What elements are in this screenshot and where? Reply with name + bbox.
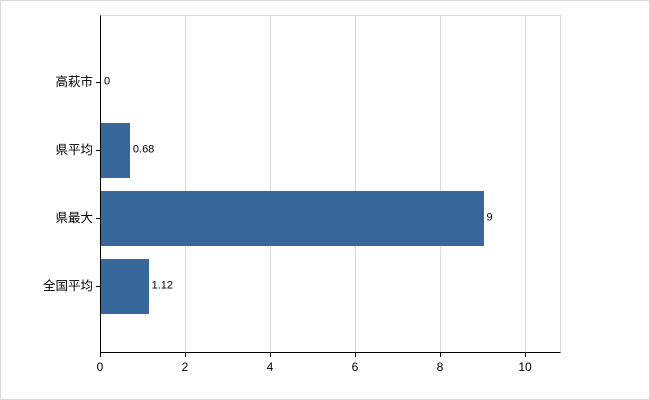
bar-value-label: 0.68 (132, 143, 155, 156)
y-axis-tick (96, 82, 100, 83)
category-label: 県最大 (55, 210, 93, 225)
gridline (355, 16, 356, 352)
x-axis-tick (270, 353, 271, 357)
y-axis-tick (96, 286, 100, 287)
bar (101, 258, 149, 314)
x-axis-tick-label: 10 (518, 360, 532, 374)
y-axis-tick (96, 150, 100, 151)
x-axis-tick (355, 353, 356, 357)
gridline (440, 16, 441, 352)
x-axis-tick (100, 353, 101, 357)
category-label: 全国平均 (42, 278, 93, 293)
category-label: 県平均 (55, 142, 93, 157)
x-axis-tick-label: 8 (436, 360, 444, 374)
x-axis-tick-label: 6 (351, 360, 359, 374)
x-axis-tick (440, 353, 441, 357)
bar-value-label: 1.12 (151, 279, 174, 292)
x-axis-tick (525, 353, 526, 357)
gridline (270, 16, 271, 352)
bar-value-label: 9 (486, 211, 493, 224)
plot-area: 0 0.68 9 1.12 (100, 15, 561, 353)
x-axis-tick-label: 0 (96, 360, 104, 374)
gridline (185, 16, 186, 352)
bar (101, 190, 484, 246)
gridline (525, 16, 526, 352)
bar-value-label: 0 (104, 75, 111, 88)
category-label: 高萩市 (55, 74, 93, 89)
x-axis-tick-label: 4 (266, 360, 274, 374)
x-axis-tick (185, 353, 186, 357)
y-axis-tick (96, 218, 100, 219)
bar (101, 122, 130, 178)
x-axis-tick-label: 2 (181, 360, 189, 374)
